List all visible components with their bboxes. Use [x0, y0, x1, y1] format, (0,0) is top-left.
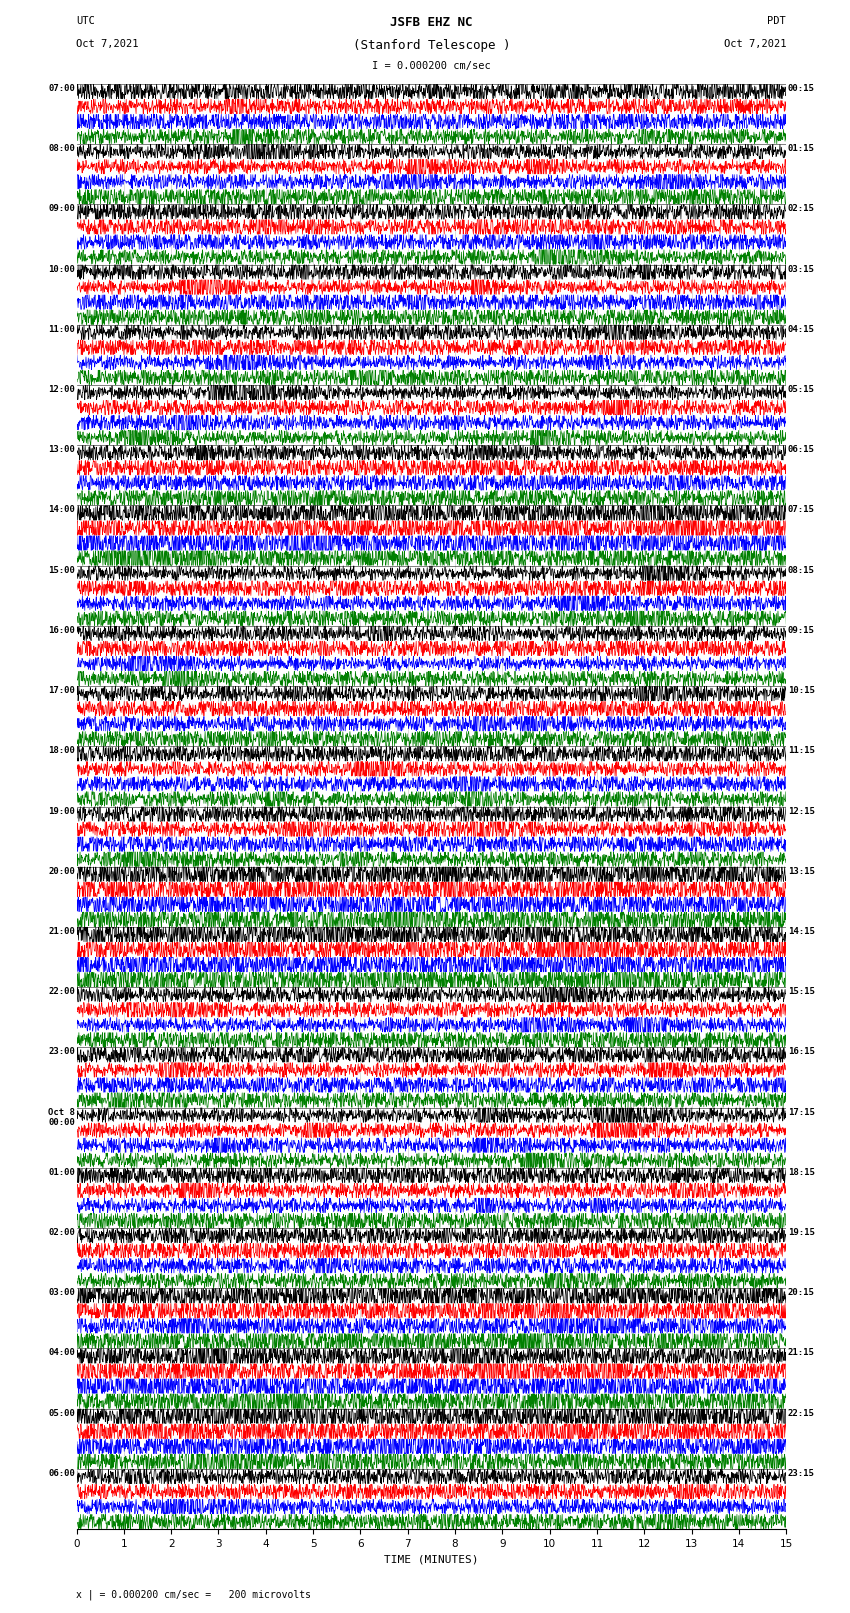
Text: 19:00: 19:00 — [48, 806, 75, 816]
Text: 16:00: 16:00 — [48, 626, 75, 636]
Text: 02:00: 02:00 — [48, 1227, 75, 1237]
Text: 07:15: 07:15 — [788, 505, 814, 515]
Text: 07:00: 07:00 — [48, 84, 75, 94]
Text: 00:15: 00:15 — [788, 84, 814, 94]
Text: 04:15: 04:15 — [788, 324, 814, 334]
X-axis label: TIME (MINUTES): TIME (MINUTES) — [384, 1555, 479, 1565]
Text: 18:15: 18:15 — [788, 1168, 814, 1177]
Text: PDT: PDT — [768, 16, 786, 26]
Text: 13:15: 13:15 — [788, 866, 814, 876]
Text: 15:00: 15:00 — [48, 566, 75, 574]
Text: UTC: UTC — [76, 16, 95, 26]
Text: 10:00: 10:00 — [48, 265, 75, 274]
Text: (Stanford Telescope ): (Stanford Telescope ) — [353, 39, 510, 52]
Text: 08:15: 08:15 — [788, 566, 814, 574]
Text: 20:15: 20:15 — [788, 1289, 814, 1297]
Text: 06:15: 06:15 — [788, 445, 814, 455]
Text: 13:00: 13:00 — [48, 445, 75, 455]
Text: 11:00: 11:00 — [48, 324, 75, 334]
Text: 22:15: 22:15 — [788, 1408, 814, 1418]
Text: 05:15: 05:15 — [788, 386, 814, 394]
Text: 14:00: 14:00 — [48, 505, 75, 515]
Text: 01:15: 01:15 — [788, 144, 814, 153]
Text: 14:15: 14:15 — [788, 927, 814, 936]
Text: 12:15: 12:15 — [788, 806, 814, 816]
Text: 05:00: 05:00 — [48, 1408, 75, 1418]
Text: 08:00: 08:00 — [48, 144, 75, 153]
Text: 15:15: 15:15 — [788, 987, 814, 997]
Text: 09:00: 09:00 — [48, 205, 75, 213]
Text: 03:00: 03:00 — [48, 1289, 75, 1297]
Text: 21:00: 21:00 — [48, 927, 75, 936]
Text: 18:00: 18:00 — [48, 747, 75, 755]
Text: 10:15: 10:15 — [788, 686, 814, 695]
Text: 22:00: 22:00 — [48, 987, 75, 997]
Text: 21:15: 21:15 — [788, 1348, 814, 1358]
Text: 03:15: 03:15 — [788, 265, 814, 274]
Text: Oct 7,2021: Oct 7,2021 — [76, 39, 139, 48]
Text: 17:00: 17:00 — [48, 686, 75, 695]
Text: Oct 8
00:00: Oct 8 00:00 — [48, 1108, 75, 1127]
Text: 01:00: 01:00 — [48, 1168, 75, 1177]
Text: Oct 7,2021: Oct 7,2021 — [723, 39, 786, 48]
Text: 12:00: 12:00 — [48, 386, 75, 394]
Text: 04:00: 04:00 — [48, 1348, 75, 1358]
Text: 17:15: 17:15 — [788, 1108, 814, 1116]
Text: 23:15: 23:15 — [788, 1469, 814, 1478]
Text: x | = 0.000200 cm/sec =   200 microvolts: x | = 0.000200 cm/sec = 200 microvolts — [76, 1589, 311, 1600]
Text: I = 0.000200 cm/sec: I = 0.000200 cm/sec — [372, 61, 490, 71]
Text: 20:00: 20:00 — [48, 866, 75, 876]
Text: 16:15: 16:15 — [788, 1047, 814, 1057]
Text: 19:15: 19:15 — [788, 1227, 814, 1237]
Text: 06:00: 06:00 — [48, 1469, 75, 1478]
Text: 09:15: 09:15 — [788, 626, 814, 636]
Text: 23:00: 23:00 — [48, 1047, 75, 1057]
Text: JSFB EHZ NC: JSFB EHZ NC — [390, 16, 473, 29]
Text: 11:15: 11:15 — [788, 747, 814, 755]
Text: 02:15: 02:15 — [788, 205, 814, 213]
